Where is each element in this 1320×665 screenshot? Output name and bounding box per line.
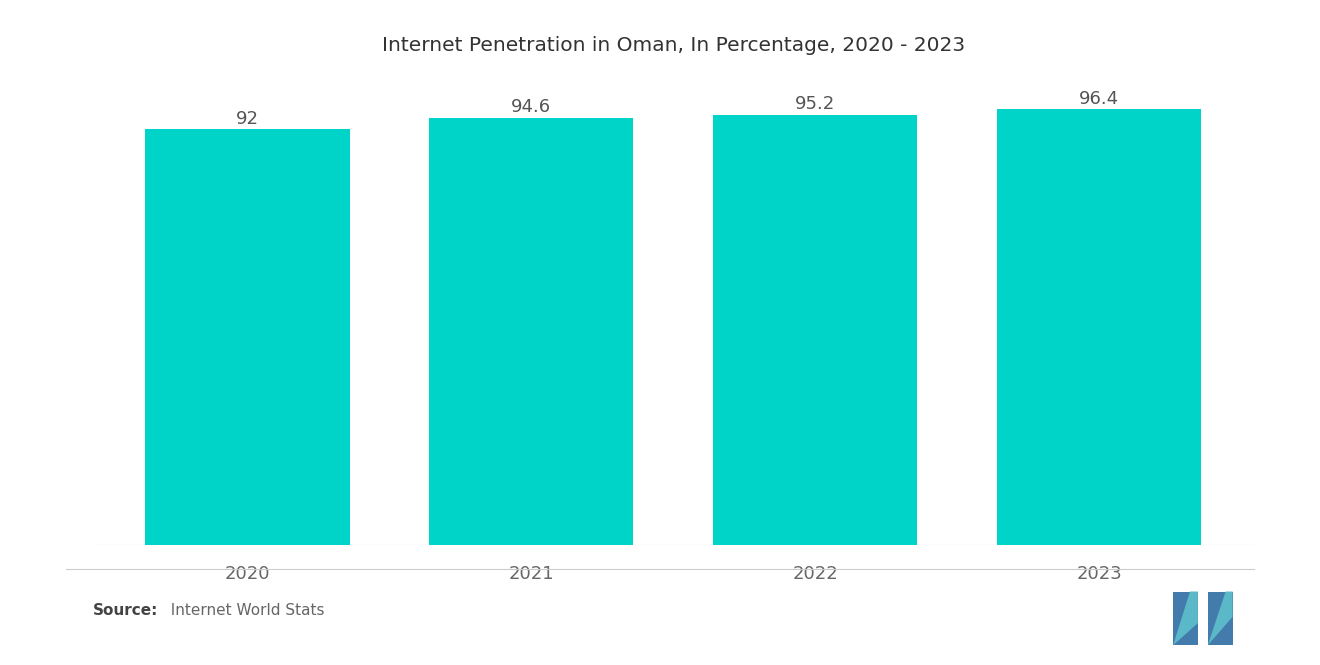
- Polygon shape: [1208, 592, 1233, 645]
- Text: Internet World Stats: Internet World Stats: [161, 603, 325, 618]
- Text: 96.4: 96.4: [1078, 90, 1119, 108]
- Polygon shape: [1208, 592, 1233, 645]
- Title: Internet Penetration in Oman, In Percentage, 2020 - 2023: Internet Penetration in Oman, In Percent…: [381, 37, 965, 55]
- Bar: [997, 109, 1201, 545]
- Text: 95.2: 95.2: [795, 96, 836, 114]
- Bar: [429, 118, 634, 545]
- Text: 92: 92: [236, 110, 259, 128]
- Bar: [145, 129, 350, 545]
- Polygon shape: [1173, 592, 1199, 645]
- Polygon shape: [1173, 592, 1199, 645]
- Text: Source:: Source:: [92, 603, 158, 618]
- Bar: [713, 115, 917, 545]
- Text: 94.6: 94.6: [511, 98, 552, 116]
